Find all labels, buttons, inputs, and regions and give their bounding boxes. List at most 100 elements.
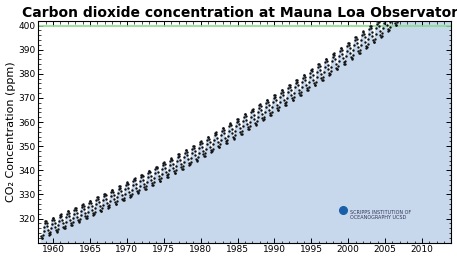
Point	[100, 198, 107, 202]
Point	[258, 108, 265, 112]
Point	[49, 216, 57, 220]
Point	[353, 41, 361, 45]
Point	[358, 33, 366, 37]
Point	[198, 141, 205, 145]
Point	[274, 106, 281, 110]
Point	[383, 23, 391, 27]
Point	[190, 144, 197, 148]
Point	[359, 30, 367, 34]
Point	[303, 88, 311, 92]
Point	[360, 31, 367, 36]
Point	[365, 32, 372, 36]
Point	[189, 146, 196, 151]
Point	[94, 195, 101, 199]
Point	[75, 219, 82, 224]
Point	[377, 35, 385, 39]
Point	[272, 95, 279, 99]
Point	[157, 176, 165, 180]
Point	[327, 69, 335, 73]
Point	[122, 183, 130, 187]
Point	[152, 167, 159, 171]
Point	[369, 34, 376, 38]
Point	[93, 198, 100, 202]
Point	[339, 52, 346, 56]
Point	[74, 218, 82, 222]
Point	[82, 214, 89, 219]
Point	[335, 54, 343, 58]
Point	[123, 180, 130, 185]
Point	[170, 166, 177, 170]
Point	[117, 186, 124, 190]
Point	[234, 117, 242, 121]
Point	[366, 27, 373, 31]
Point	[286, 83, 293, 87]
Point	[53, 229, 61, 233]
Point	[296, 91, 303, 95]
Point	[234, 117, 241, 121]
Point	[239, 124, 246, 128]
Point	[282, 103, 289, 107]
Point	[59, 224, 67, 229]
Point	[71, 208, 78, 212]
Point	[335, 59, 342, 63]
Point	[169, 158, 176, 162]
Point	[367, 24, 374, 28]
Point	[63, 215, 70, 219]
Point	[294, 80, 301, 84]
Point	[57, 212, 64, 217]
Point	[280, 93, 287, 98]
Point	[292, 85, 299, 89]
Point	[336, 49, 344, 53]
Point	[78, 209, 85, 213]
Point	[278, 88, 285, 92]
Point	[148, 181, 155, 185]
Point	[253, 122, 260, 126]
Point	[260, 117, 267, 121]
Point	[367, 24, 374, 28]
Point	[337, 46, 344, 50]
Point	[406, 5, 413, 10]
Point	[162, 166, 169, 170]
Point	[103, 200, 111, 205]
Point	[246, 124, 253, 128]
Point	[142, 187, 149, 191]
Point	[382, 12, 389, 17]
Point	[253, 119, 260, 124]
Point	[381, 16, 388, 20]
Point	[138, 173, 145, 177]
Point	[105, 206, 112, 210]
Point	[201, 154, 208, 158]
Point	[241, 112, 248, 116]
Point	[228, 123, 235, 127]
Point	[46, 232, 53, 237]
Point	[199, 149, 207, 153]
Point	[116, 184, 123, 188]
Point	[171, 171, 179, 175]
Point	[44, 228, 52, 232]
Point	[344, 44, 351, 48]
Point	[56, 215, 63, 219]
Point	[78, 205, 85, 209]
Point	[362, 44, 369, 48]
Point	[69, 216, 77, 220]
Point	[48, 218, 56, 222]
Point	[181, 155, 188, 159]
Point	[161, 162, 168, 166]
Point	[91, 206, 99, 210]
Point	[48, 222, 55, 226]
Point	[370, 40, 377, 44]
Point	[391, 17, 399, 21]
Point	[334, 67, 341, 71]
Point	[90, 213, 97, 217]
Point	[85, 205, 92, 209]
Point	[347, 51, 354, 55]
Point	[276, 100, 283, 105]
Point	[196, 142, 203, 146]
Point	[320, 70, 328, 74]
Point	[306, 75, 314, 79]
Point	[38, 236, 45, 240]
Point	[211, 133, 218, 138]
Point	[347, 55, 355, 59]
Point	[335, 64, 342, 68]
Point	[164, 175, 171, 179]
